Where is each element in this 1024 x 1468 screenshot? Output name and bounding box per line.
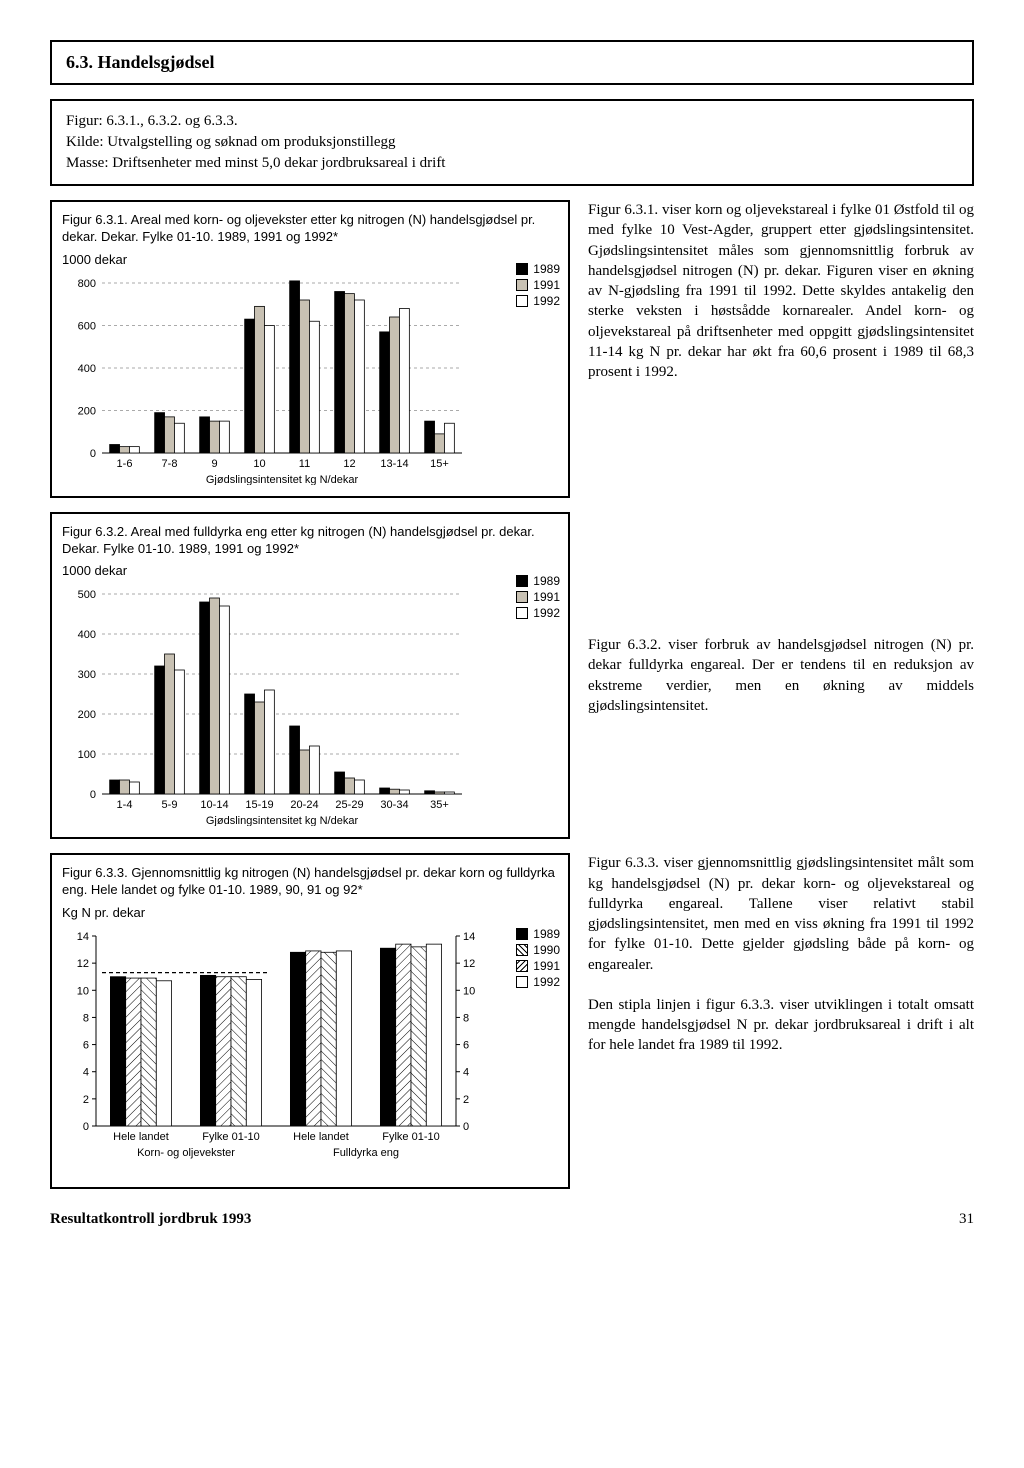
svg-text:9: 9 — [211, 458, 217, 470]
chart-2-caption: Figur 6.3.2. Areal med fulldyrka eng ett… — [62, 524, 558, 558]
legend-item-1989: 1989 — [516, 574, 560, 588]
legend-item-1989: 1989 — [516, 927, 560, 941]
chart-1-legend: 1989 1991 1992 — [516, 262, 560, 310]
legend-item-1991: 1991 — [516, 590, 560, 604]
chart-3-svg: 0 0 2 2 4 4 6 6 8 8 10 10 12 12 14 14 Hele landet Fylke 0… — [62, 928, 560, 1176]
svg-text:Gjødslingsintensitet kg N/deka: Gjødslingsintensitet kg N/dekar — [206, 815, 359, 826]
chart-2-legend: 1989 1991 1992 — [516, 574, 560, 622]
legend-item-1992: 1992 — [516, 294, 560, 308]
svg-text:7-8: 7-8 — [162, 458, 178, 470]
svg-text:14: 14 — [463, 931, 475, 943]
chart-2-yunit: 1000 dekar — [62, 563, 558, 580]
svg-text:0: 0 — [90, 789, 96, 801]
right-col-para-3-4: Figur 6.3.3. viser gjennomsnittlig gjøds… — [588, 853, 974, 1055]
svg-text:500: 500 — [78, 589, 96, 601]
para-4: Den stipla linjen i figur 6.3.3. viser u… — [588, 995, 974, 1056]
svg-text:1-6: 1-6 — [117, 458, 133, 470]
svg-text:0: 0 — [83, 1121, 89, 1133]
svg-text:400: 400 — [78, 629, 96, 641]
legend-item-1991: 1991 — [516, 278, 560, 292]
para-3: Figur 6.3.3. viser gjennomsnittlig gjøds… — [588, 853, 974, 975]
source-line-2: Kilde: Utvalgstelling og søknad om produ… — [66, 132, 958, 153]
svg-text:11: 11 — [299, 458, 310, 470]
source-box: Figur: 6.3.1., 6.3.2. og 6.3.3. Kilde: U… — [50, 99, 974, 186]
legend-item-1992: 1992 — [516, 975, 560, 989]
svg-text:300: 300 — [78, 669, 96, 681]
svg-text:Fulldyrka eng: Fulldyrka eng — [333, 1147, 399, 1159]
svg-text:200: 200 — [78, 709, 96, 721]
svg-text:10: 10 — [253, 458, 265, 470]
svg-text:12: 12 — [463, 958, 475, 970]
svg-text:Korn- og oljevekster: Korn- og oljevekster — [137, 1147, 235, 1159]
section-header: 6.3. Handelsgjødsel — [50, 40, 974, 85]
chart-3-legend: 1989 1990 1991 1992 — [516, 927, 560, 991]
main-grid: Figur 6.3.1. Areal med korn- og oljeveks… — [50, 200, 974, 1189]
chart-2-svg: 0 100 200 300 400 500 1-4 5-9 10-14 15-19 20-24 25-… — [62, 586, 560, 826]
svg-text:13-14: 13-14 — [380, 458, 408, 470]
svg-text:Fylke 01-10: Fylke 01-10 — [382, 1131, 439, 1143]
legend-item-1990: 1990 — [516, 943, 560, 957]
svg-text:Fylke 01-10: Fylke 01-10 — [202, 1131, 259, 1143]
chart-1-caption: Figur 6.3.1. Areal med korn- og oljeveks… — [62, 212, 558, 246]
svg-text:15-19: 15-19 — [245, 799, 273, 811]
svg-text:1-4: 1-4 — [117, 799, 133, 811]
svg-text:20-24: 20-24 — [290, 799, 318, 811]
svg-text:12: 12 — [343, 458, 355, 470]
chart-3-box: Figur 6.3.3. Gjennomsnittlig kg nitrogen… — [50, 853, 570, 1189]
svg-text:15+: 15+ — [430, 458, 449, 470]
svg-text:2: 2 — [83, 1094, 89, 1106]
svg-text:2: 2 — [463, 1094, 469, 1106]
svg-text:14: 14 — [77, 931, 89, 943]
para-2: Figur 6.3.2. viser forbruk av handelsgjø… — [588, 635, 974, 716]
svg-text:Hele landet: Hele landet — [113, 1131, 169, 1143]
svg-text:35+: 35+ — [430, 799, 449, 811]
footer-page-number: 31 — [959, 1211, 974, 1228]
svg-text:200: 200 — [78, 405, 96, 417]
page-footer: Resultatkontroll jordbruk 1993 31 — [50, 1211, 974, 1228]
source-line-3: Masse: Driftsenheter med minst 5,0 dekar… — [66, 153, 958, 174]
svg-text:12: 12 — [77, 958, 89, 970]
svg-text:10: 10 — [463, 985, 475, 997]
svg-text:8: 8 — [83, 1012, 89, 1024]
legend-item-1992: 1992 — [516, 606, 560, 620]
footer-left: Resultatkontroll jordbruk 1993 — [50, 1211, 251, 1228]
section-title: 6.3. Handelsgjødsel — [66, 52, 215, 72]
svg-text:5-9: 5-9 — [162, 799, 178, 811]
chart-3-yunit: Kg N pr. dekar — [62, 905, 558, 922]
svg-text:6: 6 — [83, 1040, 89, 1052]
svg-text:600: 600 — [78, 320, 96, 332]
svg-text:30-34: 30-34 — [380, 799, 408, 811]
svg-text:25-29: 25-29 — [335, 799, 363, 811]
chart-1-box: Figur 6.3.1. Areal med korn- og oljeveks… — [50, 200, 570, 498]
legend-item-1991: 1991 — [516, 959, 560, 973]
svg-text:6: 6 — [463, 1040, 469, 1052]
svg-text:0: 0 — [90, 448, 96, 460]
svg-text:8: 8 — [463, 1012, 469, 1024]
legend-item-1989: 1989 — [516, 262, 560, 276]
svg-text:0: 0 — [463, 1121, 469, 1133]
chart-2-box: Figur 6.3.2. Areal med fulldyrka eng ett… — [50, 512, 570, 840]
para-1: Figur 6.3.1. viser korn og oljevekstarea… — [588, 200, 974, 382]
svg-text:Gjødslingsintensitet kg N/deka: Gjødslingsintensitet kg N/dekar — [206, 474, 359, 485]
chart-1-yunit: 1000 dekar — [62, 252, 558, 269]
source-line-1: Figur: 6.3.1., 6.3.2. og 6.3.3. — [66, 111, 958, 132]
svg-text:4: 4 — [83, 1067, 89, 1079]
svg-text:10-14: 10-14 — [200, 799, 228, 811]
svg-text:400: 400 — [78, 363, 96, 375]
svg-text:800: 800 — [78, 278, 96, 290]
svg-text:10: 10 — [77, 985, 89, 997]
chart-3-caption: Figur 6.3.3. Gjennomsnittlig kg nitrogen… — [62, 865, 558, 899]
chart-1-svg: 0 200 400 600 800 1-6 7-8 9 10 11 12 13-14 15+ Gjødsl… — [62, 275, 560, 485]
svg-text:100: 100 — [78, 749, 96, 761]
svg-text:4: 4 — [463, 1067, 469, 1079]
svg-text:Hele landet: Hele landet — [293, 1131, 349, 1143]
